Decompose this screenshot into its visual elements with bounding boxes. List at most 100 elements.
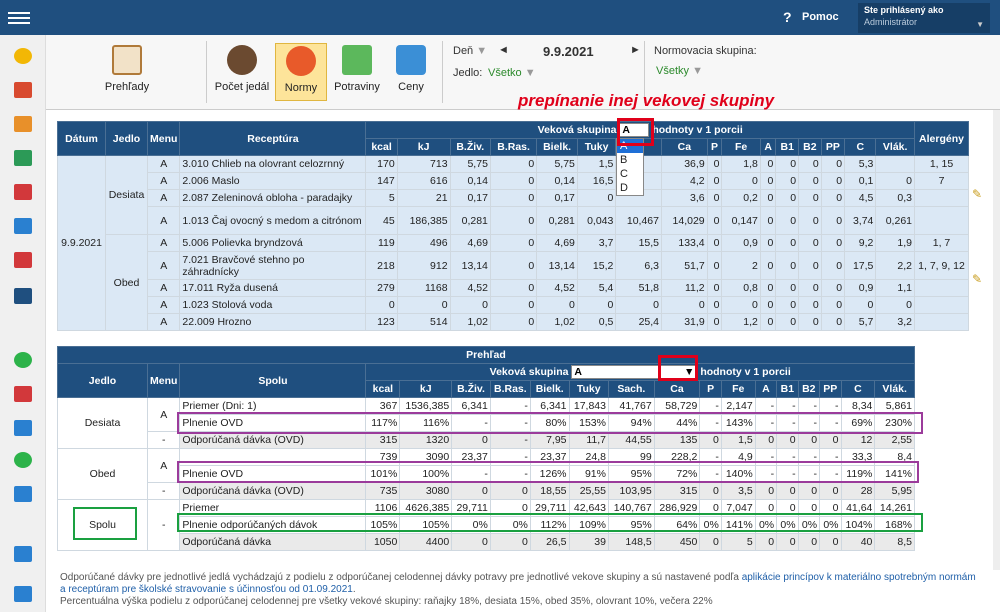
home-icon[interactable]	[12, 147, 34, 169]
value-cell: 105%	[399, 516, 453, 534]
value-cell: 7,047	[720, 499, 756, 517]
value-cell: 0,147	[721, 206, 761, 235]
col-4: Bielk.	[536, 138, 578, 156]
table-row: Plnenie odporúčaných dávok 105% 105% 0% 0% 11…	[58, 516, 915, 534]
value-cell: 2,55	[874, 431, 915, 449]
value-cell: 0	[798, 172, 822, 190]
table-row: Obed A 5.006 Polievka bryndzová 119 496 4,69 0…	[58, 234, 969, 331]
table-row: A 22.009 Hrozno 123 514 1,02 0 1,02 0,5 25,4 31,9…	[58, 313, 969, 331]
edit-pencil-icon[interactable]: ✎	[972, 187, 983, 201]
value-cell: 3080	[399, 482, 453, 500]
value-cell: 0	[775, 155, 800, 173]
potraviny-button[interactable]: Potraviny	[332, 43, 382, 101]
value-cell: 4,69	[536, 234, 578, 252]
ceny-button[interactable]: Ceny	[391, 43, 431, 101]
recipe-cell[interactable]: 2.006 Maslo	[179, 172, 367, 190]
star-icon[interactable]	[12, 45, 34, 67]
value-cell: 170	[365, 155, 398, 173]
jedlo-label: Jedlo:	[453, 67, 483, 79]
value-cell: 0	[820, 234, 846, 252]
value-cell: 105%	[365, 516, 401, 534]
value-cell: 17,843	[568, 397, 609, 415]
dropdown-option[interactable]: C	[620, 168, 628, 180]
value-cell: 0	[797, 431, 821, 449]
briefcase-icon[interactable]	[12, 417, 34, 439]
share-icon[interactable]	[12, 383, 34, 405]
allergen-cell: 7	[914, 172, 969, 190]
value-cell: 1,2	[721, 313, 761, 331]
recipe-cell[interactable]: 2.087 Zeleninová obloha - paradajky	[179, 189, 367, 207]
norm-select[interactable]: Všetky ▼	[656, 65, 703, 77]
value-cell: 0%	[489, 516, 531, 534]
col-3: B.Ras.	[489, 138, 538, 156]
value-cell: 0	[819, 499, 842, 517]
book-icon[interactable]	[12, 215, 34, 237]
group-cell: Obed	[57, 448, 148, 500]
shield-icon[interactable]	[12, 449, 34, 471]
login-icon[interactable]	[12, 583, 34, 605]
user-selector[interactable]: Ste prihlásený ako Administrátor ▼	[858, 3, 990, 33]
jedlo-select[interactable]: Všetko ▼	[488, 67, 536, 79]
dropdown-option[interactable]: A	[617, 139, 643, 153]
help-link[interactable]: Pomoc	[802, 11, 839, 23]
col-14: C	[840, 380, 876, 398]
principles-link[interactable]: aplikácie princípov k materiálno spotreb…	[60, 572, 976, 595]
table-row: Odporúčaná dávka 1050 4400 0 0 26,5 39 148,5 450…	[58, 533, 915, 551]
value-cell: 0	[844, 296, 877, 314]
value-cell: 0	[820, 189, 846, 207]
value-cell: 0	[489, 499, 531, 517]
calendar-icon[interactable]	[12, 181, 34, 203]
prev-day-button[interactable]: ◄	[498, 44, 509, 56]
value-cell: 91%	[568, 465, 609, 483]
col-3: B.Ras.	[489, 380, 531, 398]
col-1: kJ	[399, 380, 453, 398]
hamburger-menu-icon[interactable]	[8, 9, 30, 27]
value-cell: 0,14	[536, 172, 578, 190]
manual-icon[interactable]	[12, 543, 34, 565]
recipe-cell[interactable]: 5.006 Polievka bryndzová	[179, 234, 367, 252]
group-cell: Desiata	[57, 397, 148, 449]
edit-pencil-icon[interactable]: ✎	[972, 272, 983, 286]
recipe-cell[interactable]: 7.021 Bravčové stehno po záhradnícky	[179, 251, 367, 280]
recipe-cell[interactable]: 22.009 Hrozno	[179, 313, 367, 331]
highlight-box	[617, 118, 654, 146]
menu-cell: -	[146, 431, 181, 449]
recipe-cell[interactable]: 1.023 Stolová voda	[179, 296, 367, 314]
user-role: Administrátor	[864, 17, 918, 27]
prehlady-button[interactable]: Prehľady	[98, 43, 156, 101]
mail-icon[interactable]	[12, 113, 34, 135]
value-cell: 0	[489, 482, 531, 500]
value-cell: 58,729	[653, 397, 701, 415]
scrollbar[interactable]	[993, 110, 1000, 570]
recipe-cell[interactable]: 3.010 Chlieb na olovrant celozrnný	[179, 155, 367, 173]
value-cell: 14,029	[661, 206, 708, 235]
table-row: A 1.023 Stolová voda 0 0 0 0 0 0 0 0 0 0 0 0 0 0 0 0	[58, 296, 969, 314]
value-cell: -	[797, 397, 821, 415]
value-cell: 0	[706, 296, 723, 314]
dropdown-option[interactable]: B	[620, 154, 628, 166]
value-cell: 39	[568, 533, 609, 551]
magic-wand-icon[interactable]	[12, 79, 34, 101]
user-icon[interactable]	[12, 249, 34, 271]
check-icon[interactable]	[12, 349, 34, 371]
summary-title: Prehľad	[57, 346, 915, 364]
highlight-box	[177, 513, 923, 532]
value-cell: 0	[875, 296, 915, 314]
pocet-jedal-button[interactable]: Počet jedál	[214, 43, 270, 101]
value-cell: 1,9	[875, 234, 915, 252]
recipe-cell[interactable]: 1.013 Čaj ovocný s medom a citrónom	[179, 206, 367, 235]
col-6: Sach.	[607, 380, 655, 398]
value-cell: 13,14	[536, 251, 578, 280]
bar-chart-icon[interactable]	[12, 483, 34, 505]
value-cell: 3,74	[844, 206, 877, 235]
next-day-button[interactable]: ►	[630, 44, 641, 56]
value-cell: 0	[489, 206, 538, 235]
schedule-icon[interactable]	[12, 285, 34, 307]
normy-button[interactable]: Normy	[275, 43, 327, 101]
value-cell: 0	[721, 296, 761, 314]
value-cell: -	[489, 465, 531, 483]
dropdown-option[interactable]: D	[620, 182, 628, 194]
recipe-cell[interactable]: 17.011 Ryža dusená	[179, 279, 367, 297]
help-icon[interactable]: ?	[783, 9, 792, 25]
